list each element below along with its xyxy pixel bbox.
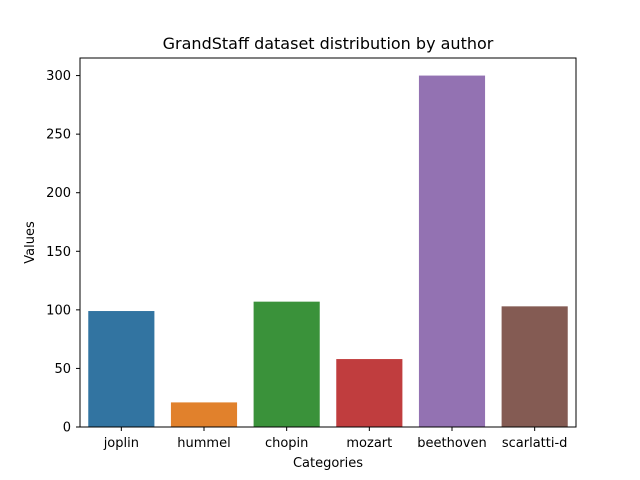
bar-mozart [336,359,403,427]
x-tick-label: mozart [346,436,392,451]
plot-frame [79,57,577,428]
y-tick-label: 250 [46,128,71,143]
x-tick-label: scarlatti-d [502,436,568,451]
y-axis-ticks: 0 50 100 150 200 250 300 [46,69,80,436]
y-tick-label: 150 [46,245,71,260]
y-tick-label: 200 [46,186,71,201]
bars-group [88,75,568,428]
x-tick-label: hummel [177,436,230,451]
bar-hummel [170,402,238,427]
x-tick-label: beethoven [417,436,486,451]
bar-scarlatti-d [501,306,568,427]
x-tick-label: chopin [265,436,308,451]
chart-title: GrandStaff dataset distribution by autho… [163,34,494,53]
y-tick-label: 0 [63,421,71,436]
x-tick-label: joplin [103,436,139,451]
bar-chopin [253,301,320,427]
y-tick-label: 50 [54,362,71,377]
bar-beethoven [418,75,486,428]
y-tick-label: 300 [46,69,71,84]
x-axis-ticks: joplin hummel chopin mozart beethoven scarlat… [103,427,568,451]
y-axis-label: Values [23,221,38,264]
bar-joplin [88,311,155,427]
y-tick-label: 100 [46,303,71,318]
x-axis-label: Categories [293,456,363,471]
